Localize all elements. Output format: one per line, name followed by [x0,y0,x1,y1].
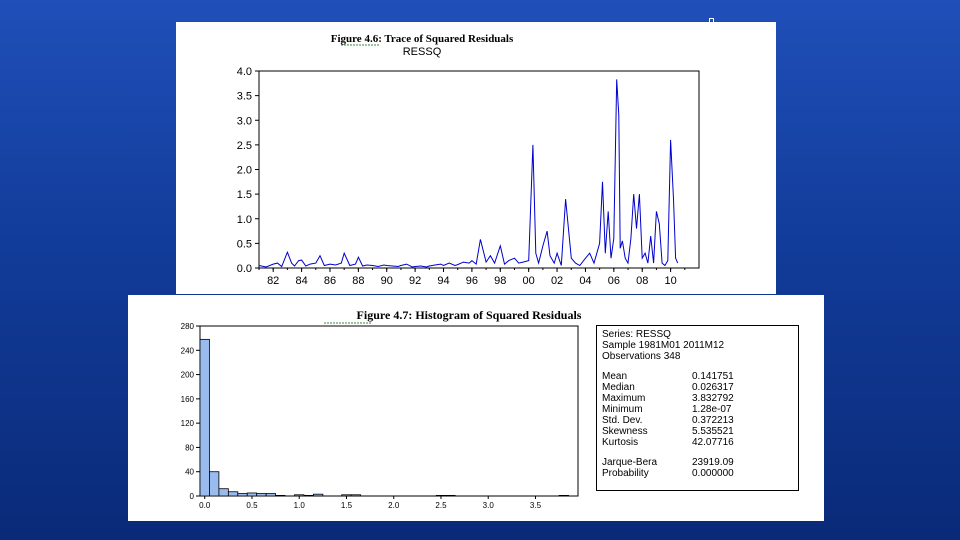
stats-value: 0.141751 [692,371,734,382]
x-tick-label: 96 [466,275,478,287]
x-tick-label: 92 [409,275,421,287]
x-tick-label: 2.5 [435,501,447,510]
x-tick-label: 04 [579,275,591,287]
x-tick-label: 10 [664,275,676,287]
y-tick-label: 2.5 [237,140,252,152]
stats-label: Minimum [602,404,643,415]
stats-label: Skewness [602,426,648,437]
stats-row-jarque-bera: Jarque-Bera 23919.09 [602,457,793,468]
x-tick-label: 98 [494,275,506,287]
ressq-series-line [258,79,679,268]
statistics-box: Series: RESSQ Sample 1981M01 2011M12 Obs… [596,325,799,491]
x-tick-label: 88 [352,275,364,287]
trace-chart-title: RESSQ [403,46,442,58]
x-tick-label: 86 [324,275,336,287]
stats-row-median: Median 0.026317 [602,382,793,393]
plot-frame [199,325,579,497]
y-tick-label: 40 [185,468,194,477]
stats-sample: Sample 1981M01 2011M12 [602,340,725,351]
histogram-bar [350,494,362,497]
x-tick-label: 00 [523,275,535,287]
y-tick-label: 120 [181,419,195,428]
histogram-bar [237,493,248,497]
histogram-bar [294,494,305,497]
stats-label: Jarque-Bera [602,457,658,468]
x-tick-label: 0.0 [199,501,211,510]
histogram-bar [199,338,210,497]
y-tick-label: 1.5 [237,189,252,201]
y-tick-label: 80 [185,443,194,452]
histogram-bar [445,494,456,497]
x-tick-label: 02 [551,275,563,287]
histogram-panel: Figure 4.7: Histogram of Squared Residua… [128,295,824,521]
histogram-bar [265,493,276,497]
y-tick-label: 3.0 [237,115,252,127]
y-tick-label: 280 [181,322,195,331]
y-tick-label: 200 [181,371,195,380]
stats-label: Std. Dev. [602,415,643,426]
x-tick-label: 08 [636,275,648,287]
stats-value: 1.28e-07 [692,404,732,415]
histogram-chart: Figure 4.7: Histogram of Squared Residua… [181,308,582,510]
y-tick-label: 0 [190,492,195,501]
stats-value: 3.832792 [692,393,734,404]
stats-row-minimum: Minimum 1.28e-07 [602,404,793,415]
trace-chart: Figure 4.6: Trace of Squared Residuals R… [237,33,700,287]
histogram-bar [312,493,324,497]
histogram-bar [256,493,267,497]
y-tick-label: 2.0 [237,165,252,177]
stats-row-skewness: Skewness 5.535521 [602,426,793,437]
stats-value: 5.535521 [692,426,734,437]
stats-row-mean: Mean 0.141751 [602,371,793,382]
stats-row-probability: Probability 0.000000 [602,468,793,479]
histogram-bar [558,494,569,497]
x-tick-label: 06 [608,275,620,287]
y-tick-label: 3.5 [237,91,252,103]
stats-row-std-dev: Std. Dev. 0.372213 [602,415,793,426]
stats-row-kurtosis: Kurtosis 42.07716 [602,437,793,448]
histogram-bar [275,494,286,497]
y-tick-label: 4.0 [237,66,252,78]
plot-frame [258,70,700,269]
histogram-bar [303,494,314,497]
stats-label: Probability [602,468,649,479]
stats-value: 23919.09 [692,457,734,468]
x-tick-label: 84 [295,275,307,287]
trace-figure-title: Figure 4.6: Trace of Squared Residuals [331,33,514,45]
x-tick-label: 82 [267,275,279,287]
y-tick-label: 160 [181,395,195,404]
histogram-bar [227,491,239,497]
histogram-figure-title: Figure 4.7: Histogram of Squared Residua… [357,308,582,322]
histogram-bar [218,488,229,497]
y-tick-label: 0.0 [237,263,252,275]
stats-label: Maximum [602,393,646,404]
stats-series: Series: RESSQ [602,329,671,340]
y-tick-label: 1.0 [237,214,252,226]
stats-value: 0.000000 [692,468,734,479]
stats-observations: Observations 348 [602,351,681,362]
x-tick-label: 1.0 [294,501,306,510]
x-tick-label: 3.5 [530,501,542,510]
trace-chart-panel: Figure 4.6: Trace of Squared Residuals R… [176,22,776,294]
stats-row-maximum: Maximum 3.832792 [602,393,793,404]
y-tick-label: 0.5 [237,238,252,250]
slide-corner-mark [709,18,714,25]
histogram-bar [341,494,352,497]
histogram-bar [435,494,447,497]
x-tick-label: 94 [437,275,449,287]
stats-label: Kurtosis [602,437,639,448]
x-tick-label: 0.5 [246,501,258,510]
stats-value: 0.372213 [692,415,734,426]
x-tick-label: 90 [381,275,393,287]
x-tick-label: 3.0 [483,501,495,510]
stats-value: 0.026317 [692,382,734,393]
stats-label: Median [602,382,635,393]
histogram-bar [209,471,220,497]
y-tick-label: 240 [181,346,195,355]
stats-value: 42.07716 [692,437,734,448]
stats-label: Mean [602,371,628,382]
x-tick-label: 1.5 [341,501,353,510]
x-tick-label: 2.0 [388,501,400,510]
histogram-bar [246,492,258,497]
